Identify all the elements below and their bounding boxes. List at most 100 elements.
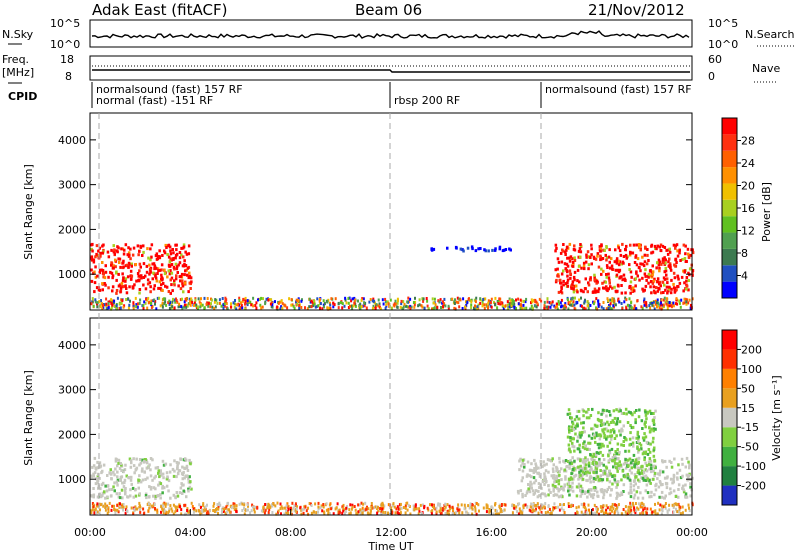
scatter-cell <box>186 507 189 511</box>
scatter-cell <box>585 473 589 477</box>
scatter-cell <box>612 304 615 308</box>
scatter-cell <box>621 278 624 282</box>
scatter-cell <box>94 508 97 512</box>
scatter-cell <box>552 474 556 478</box>
scatter-cell <box>651 250 655 254</box>
scatter-cell <box>446 246 449 250</box>
scatter-cell <box>614 289 618 293</box>
scatter-cell <box>459 298 462 302</box>
scatter-cell <box>663 476 667 480</box>
scatter-cell <box>536 303 539 307</box>
scatter-cell <box>246 503 249 507</box>
scatter-cell <box>639 269 642 273</box>
scatter-cell <box>128 253 131 257</box>
scatter-cell <box>247 504 249 508</box>
scatter-cell <box>139 506 142 510</box>
scatter-cell <box>184 474 188 478</box>
scatter-cell <box>233 302 236 306</box>
freq-tick-bottom: 8 <box>65 70 72 83</box>
scatter-cell <box>641 464 644 468</box>
scatter-cell <box>363 304 366 308</box>
scatter-cell <box>617 480 620 484</box>
scatter-cell <box>153 502 156 506</box>
scatter-cell <box>572 300 575 304</box>
scatter-cell <box>152 486 156 490</box>
scatter-cell <box>154 507 156 510</box>
scatter-cell <box>458 508 461 512</box>
scatter-cell <box>224 299 227 303</box>
scatter-cell <box>163 302 166 306</box>
freq-panel: Freq. [MHz] 18 8 60 0 Nave <box>2 53 780 83</box>
scatter-cell <box>650 251 653 255</box>
scatter-cell <box>570 425 574 429</box>
scatter-cell <box>370 502 373 505</box>
xtick-label: 12:00 <box>375 526 407 539</box>
scatter-cell <box>630 426 634 430</box>
scatter-cell <box>593 423 597 427</box>
scatter-cell <box>522 504 525 508</box>
scatter-cell <box>377 509 380 513</box>
scatter-cell <box>573 307 576 311</box>
scatter-cell <box>636 243 639 247</box>
scatter-cell <box>188 271 191 275</box>
scatter-cell <box>654 299 657 303</box>
scatter-cell <box>132 301 135 305</box>
scatter-cell <box>187 302 190 306</box>
scatter-cell <box>519 303 522 307</box>
scatter-cell <box>668 301 671 304</box>
scatter-cell <box>205 302 208 306</box>
scatter-cell <box>147 466 150 470</box>
scatter-cell <box>118 496 122 500</box>
cpid-seg1-line2: normal (fast) -151 RF <box>96 94 213 107</box>
ytick-label: 2000 <box>58 223 86 236</box>
scatter-cell <box>174 256 177 260</box>
scatter-cell <box>610 257 613 261</box>
scatter-cell <box>113 252 116 256</box>
scatter-cell <box>653 416 656 420</box>
scatter-cell <box>148 495 151 499</box>
scatter-cell <box>106 474 109 477</box>
scatter-cell <box>688 267 692 271</box>
scatter-cell <box>161 289 164 292</box>
scatter-cell <box>136 244 140 248</box>
scatter-cell <box>674 244 677 248</box>
scatter-cell <box>262 509 265 513</box>
scatter-cell <box>626 458 630 462</box>
scatter-cell <box>602 496 605 500</box>
scatter-cell <box>384 300 387 304</box>
scatter-cell <box>174 505 177 509</box>
scatter-cell <box>658 473 661 477</box>
scatter-cell <box>122 259 125 263</box>
scatter-cell <box>663 283 666 287</box>
scatter-cell <box>381 507 384 511</box>
scatter-cell <box>156 510 159 514</box>
scatter-cell <box>621 512 624 516</box>
scatter-cell <box>608 434 612 438</box>
scatter-cell <box>582 466 585 470</box>
scatter-cell <box>618 420 622 424</box>
scatter-cell <box>175 505 178 509</box>
scatter-cell <box>138 278 141 282</box>
scatter-cell <box>122 285 125 289</box>
scatter-cell <box>296 302 299 306</box>
scatter-cell <box>172 493 176 497</box>
colorbar-tick: 200 <box>741 343 762 356</box>
scatter-cell <box>91 297 94 301</box>
scatter-cell <box>677 463 680 467</box>
scatter-cell <box>545 479 548 483</box>
scatter-cell <box>511 504 513 508</box>
scatter-cell <box>646 248 649 251</box>
scatter-cell <box>645 278 648 282</box>
ytick-label: 1000 <box>58 473 86 486</box>
scatter-cell <box>537 466 540 470</box>
scatter-cell <box>572 437 575 441</box>
scatter-cell <box>629 291 632 295</box>
scatter-cell <box>555 474 558 478</box>
scatter-cell <box>681 484 685 488</box>
scatter-cell <box>233 508 236 511</box>
scatter-cell <box>571 468 575 471</box>
scatter-cell <box>670 278 673 282</box>
scatter-cell <box>580 304 583 308</box>
colorbar-swatch <box>722 167 737 184</box>
scatter-cell <box>511 511 514 515</box>
